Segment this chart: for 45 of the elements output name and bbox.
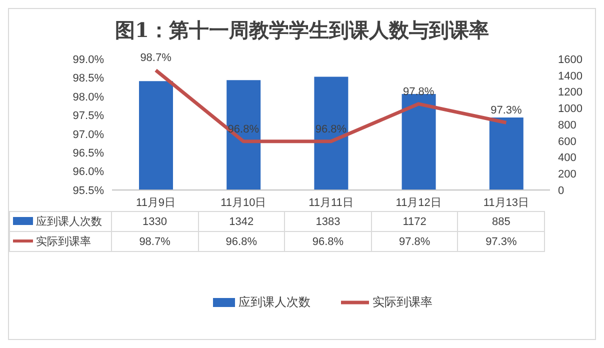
data-label: 96.8% xyxy=(198,232,285,252)
bar xyxy=(226,80,261,190)
text: 97.3% xyxy=(490,104,522,117)
y2-tick-label: 600 xyxy=(558,136,576,148)
y2-tick-label: 800 xyxy=(558,119,576,132)
text: 96.8% xyxy=(315,123,347,136)
y2-tick-label: 200 xyxy=(558,168,576,181)
x-tick-label: 11月12日 xyxy=(396,196,442,209)
text: 应到课人次数 xyxy=(238,295,310,309)
chart-title: 图1：第十一周教学学生到课人数与到课率 xyxy=(114,17,490,44)
y2-tick-label: 1400 xyxy=(558,70,582,82)
data-label: 1342 xyxy=(198,212,285,232)
text: 实际到课率 xyxy=(372,295,432,309)
y-tick-label: 98.0% xyxy=(72,91,104,104)
y2-tick-label: 1600 xyxy=(558,54,582,66)
y2-tick-label: 1000 xyxy=(558,103,582,116)
x-tick-label: 11月10日 xyxy=(220,196,266,209)
y-tick-label: 99.0% xyxy=(72,54,104,66)
legend-label: 实际到课率 xyxy=(10,232,112,252)
x-tick-label: 11月13日 xyxy=(483,196,530,209)
x-tick-label: 11月9日 xyxy=(136,196,176,209)
data-label: 97.3% xyxy=(458,232,544,252)
y-tick-label: 96.5% xyxy=(72,147,104,160)
y-tick-label: 96.0% xyxy=(72,166,104,178)
y2-tick-label: 0 xyxy=(558,184,564,197)
y-tick-label: 97.0% xyxy=(72,128,104,141)
data-label: 1330 xyxy=(112,212,198,232)
y2-tick-label: 1200 xyxy=(558,86,582,99)
legend-label: 应到课人次数 xyxy=(10,212,112,232)
bar xyxy=(489,118,524,190)
data-label: 1383 xyxy=(284,212,372,232)
text: 98.7% xyxy=(140,52,172,64)
y-tick-label: 95.5% xyxy=(72,184,104,197)
bar xyxy=(139,81,173,190)
bar xyxy=(314,76,348,190)
data-label: 885 xyxy=(458,212,544,232)
y-tick-label: 98.5% xyxy=(72,72,104,85)
y-tick-label: 97.5% xyxy=(72,110,104,122)
data-label: 96.8% xyxy=(284,232,372,252)
data-label: 97.8% xyxy=(371,232,458,252)
data-label: 1172 xyxy=(371,212,458,232)
y2-tick-label: 400 xyxy=(558,152,576,164)
data-label: 98.7% xyxy=(112,232,198,252)
x-tick-label: 11月11日 xyxy=(308,196,354,209)
bar xyxy=(402,94,436,190)
